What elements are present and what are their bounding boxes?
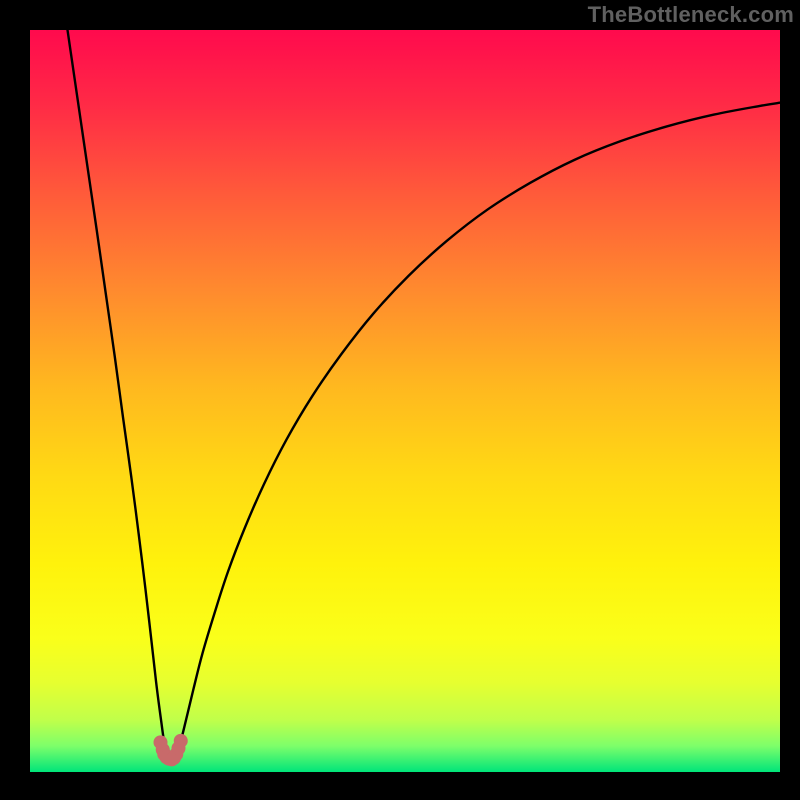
watermark-text: TheBottleneck.com	[588, 2, 794, 28]
plot-area	[30, 30, 780, 772]
chart-frame: TheBottleneck.com	[0, 0, 800, 800]
bottleneck-curve	[68, 30, 781, 756]
curve-layer	[30, 30, 780, 772]
optimal-zone-markers	[154, 734, 188, 767]
optimal-marker	[174, 734, 188, 748]
